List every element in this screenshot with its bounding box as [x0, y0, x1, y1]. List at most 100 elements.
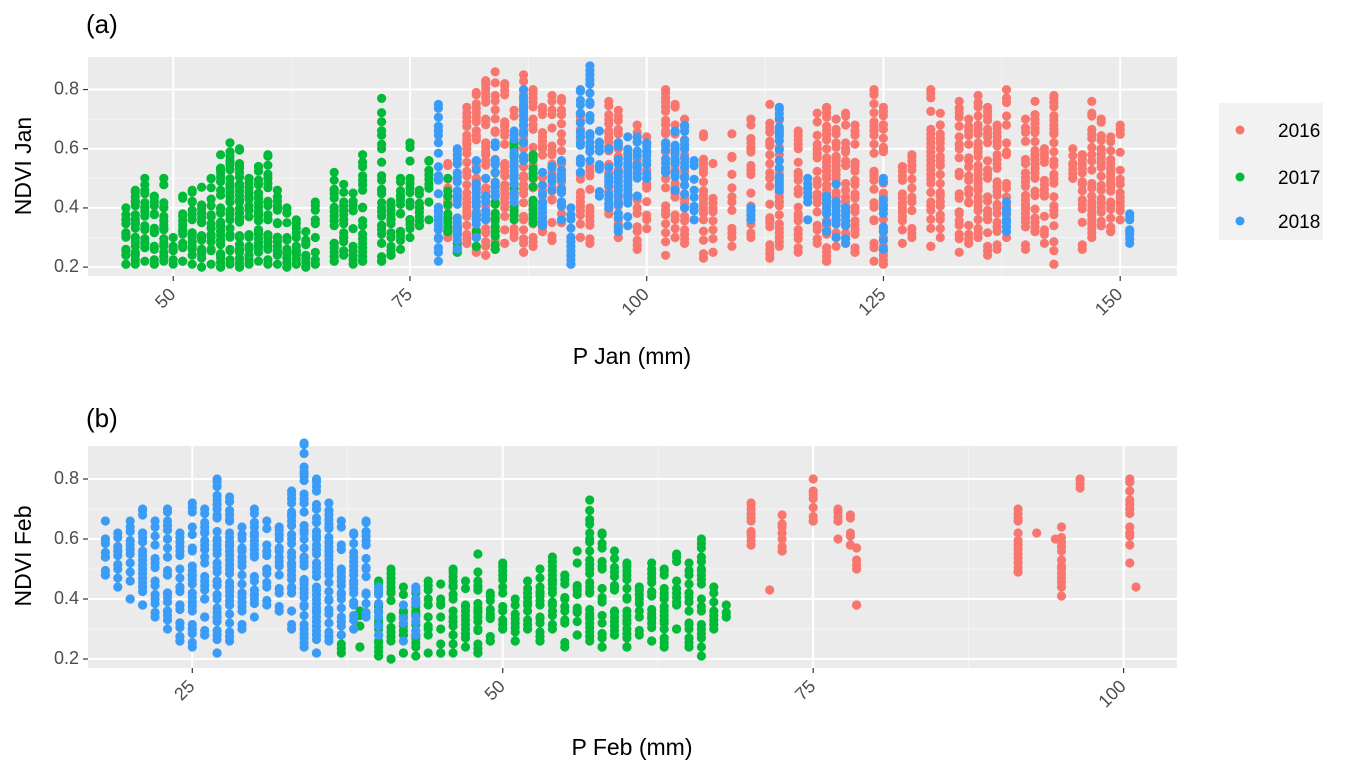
data-point [254, 225, 263, 234]
data-point [486, 632, 495, 641]
panel-a-label: (a) [86, 9, 118, 39]
legend-label-2016: 2016 [1278, 121, 1320, 142]
panel-a-y-axis-title: NDVI Jan [10, 117, 36, 215]
data-point [449, 639, 458, 648]
data-point [225, 609, 234, 618]
data-point [1049, 138, 1058, 147]
data-point [661, 201, 670, 210]
data-point [765, 585, 774, 594]
data-point [1049, 170, 1058, 179]
data-point [1049, 260, 1058, 269]
data-point [585, 185, 594, 194]
data-point [500, 81, 509, 90]
data-point [339, 201, 348, 210]
data-point [1057, 522, 1066, 531]
data-point [262, 524, 271, 533]
data-point [1097, 131, 1106, 140]
data-point [169, 242, 178, 251]
data-point [358, 203, 367, 212]
data-point [213, 576, 222, 585]
y-tick-label: 0.8 [54, 468, 79, 488]
data-point [188, 543, 197, 552]
data-point [642, 160, 651, 169]
data-point [832, 152, 841, 161]
data-point [399, 614, 408, 623]
data-point [964, 153, 973, 162]
data-point [661, 228, 670, 237]
data-point [841, 234, 850, 243]
data-point [237, 530, 246, 539]
data-point [1040, 225, 1049, 234]
data-point [661, 129, 670, 138]
data-point [598, 557, 607, 566]
data-point [188, 197, 197, 206]
data-point [1125, 212, 1134, 221]
data-point [680, 136, 689, 145]
data-point [443, 187, 452, 196]
data-point [529, 233, 538, 242]
data-point [197, 204, 206, 213]
data-point [358, 158, 367, 167]
data-point [585, 111, 594, 120]
data-point [1030, 146, 1039, 155]
data-point [708, 234, 717, 243]
data-point [1014, 536, 1023, 545]
data-point [175, 618, 184, 627]
data-point [1030, 205, 1039, 214]
data-point [207, 210, 216, 219]
data-point [680, 181, 689, 190]
data-point [481, 80, 490, 89]
data-point [709, 597, 718, 606]
data-point [1078, 177, 1087, 186]
data-point [396, 245, 405, 254]
data-point [235, 146, 244, 155]
data-point [163, 534, 172, 543]
data-point [374, 585, 383, 594]
data-point [399, 600, 408, 609]
data-point [1078, 186, 1087, 195]
data-point [150, 192, 159, 201]
data-point [647, 587, 656, 596]
data-point [519, 85, 528, 94]
data-point [955, 189, 964, 198]
data-point [538, 190, 547, 199]
data-point [709, 611, 718, 620]
data-point [491, 96, 500, 105]
data-point [576, 127, 585, 136]
data-point [557, 166, 566, 175]
data-point [462, 180, 471, 189]
data-point [983, 156, 992, 165]
data-point [386, 201, 395, 210]
data-point [337, 590, 346, 599]
data-point [197, 263, 206, 272]
data-point [434, 122, 443, 131]
data-point [349, 557, 358, 566]
data-point [907, 224, 916, 233]
data-point [727, 242, 736, 251]
data-point [254, 176, 263, 185]
data-point [405, 174, 414, 183]
data-point [188, 228, 197, 237]
data-point [822, 196, 831, 205]
data-point [1125, 540, 1134, 549]
data-point [282, 204, 291, 213]
data-point [672, 552, 681, 561]
data-point [300, 620, 309, 629]
data-point [1097, 145, 1106, 154]
data-point [708, 159, 717, 168]
data-point [576, 109, 585, 118]
data-point [377, 171, 386, 180]
data-point [434, 149, 443, 158]
data-point [671, 186, 680, 195]
data-point [349, 530, 358, 539]
data-point [1030, 187, 1039, 196]
data-point [598, 584, 607, 593]
data-point [159, 234, 168, 243]
data-point [832, 233, 841, 242]
data-point [131, 233, 140, 242]
data-point [708, 194, 717, 203]
data-point [974, 192, 983, 201]
data-point [898, 239, 907, 248]
data-point [436, 579, 445, 588]
